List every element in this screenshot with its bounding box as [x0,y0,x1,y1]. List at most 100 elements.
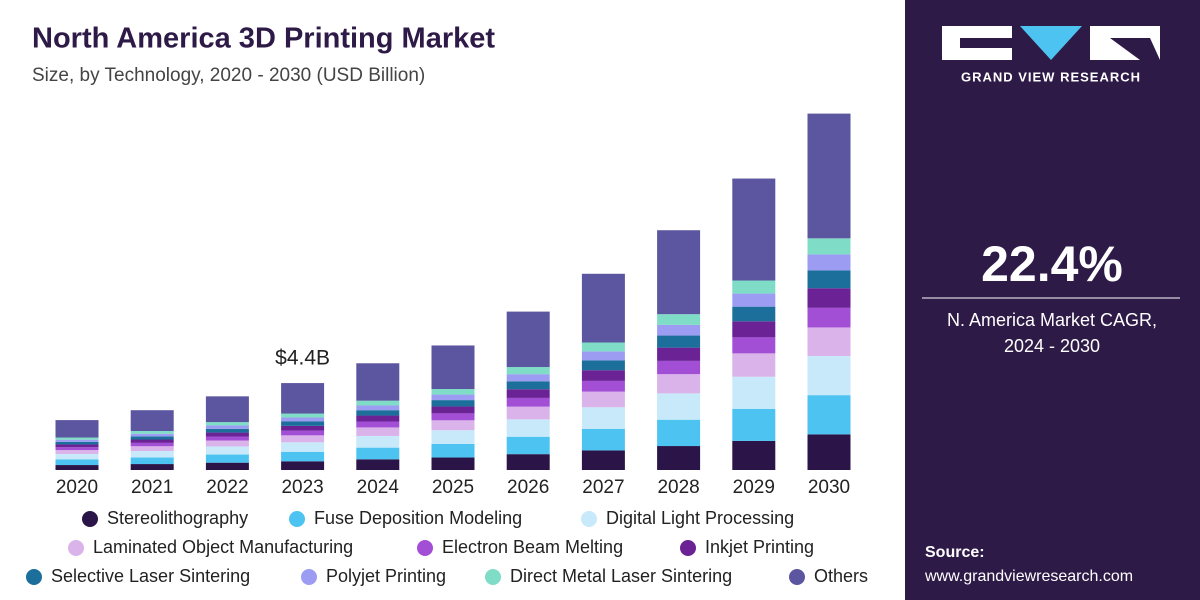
bar-segment [581,273,625,343]
source-url: www.grandviewresearch.com [924,568,1133,585]
bar-segment [732,293,776,307]
bar-segment [807,434,851,470]
legend-label: Electron Beam Melting [442,537,623,557]
legend-label: Laminated Object Manufacturing [93,537,353,557]
x-tick-label: 2026 [507,477,549,498]
cagr-value: 22.4% [981,236,1123,292]
logo-g-cut [960,38,1012,48]
bar-segment [807,113,851,239]
legend-label: Inkjet Printing [705,537,814,557]
bar-segment [205,428,249,433]
bar-segment [732,353,776,377]
chart-subtitle: Size, by Technology, 2020 - 2030 (USD Bi… [32,65,425,86]
bar-segment [581,342,625,352]
legend-marker [581,511,597,527]
legend-marker [82,511,98,527]
legend-marker [68,540,84,556]
bar-segment [581,450,625,470]
bar-segment [281,383,325,414]
bar-segment [356,427,400,436]
bar-segment [807,395,851,435]
bar-segment [55,453,99,460]
x-tick-label: 2024 [357,477,400,498]
bar-segment [581,407,625,429]
legend-marker [485,569,501,585]
legend-label: Direct Metal Laser Sintering [510,566,732,586]
x-tick-label: 2020 [56,477,98,498]
bar-segment [657,314,701,325]
bar-segment [281,442,325,452]
bar-segment [581,370,625,381]
bar-segment [732,408,776,441]
bar-segment [55,465,99,470]
x-tick-label: 2028 [657,477,699,498]
bar-segment [356,459,400,470]
bar-segment [506,436,550,455]
bar-segment [732,280,776,294]
chart-title: North America 3D Printing Market [32,23,495,55]
bar-segment [356,415,400,422]
x-tick-label: 2029 [733,477,775,498]
bar-segment [55,420,99,438]
bar-segment [205,454,249,463]
logo-r-cut [1110,38,1160,60]
bar-segment [807,270,851,289]
logo [942,26,1160,60]
bar-segment [130,439,174,443]
bar-segment [657,335,701,348]
bar-segment [205,440,249,447]
bar-segment [431,420,475,431]
bar-segment [506,406,550,420]
bar-segment [130,442,174,447]
x-tick-label: 2027 [582,477,624,498]
bar-segment [431,394,475,401]
bar-segment [205,436,249,441]
bar-segment [55,459,99,466]
legend-marker [289,511,305,527]
bar-segment [281,461,325,470]
bar-segment [506,311,550,368]
x-tick-label: 2023 [281,477,323,498]
bar-segment [130,446,174,451]
bar-segment [506,374,550,382]
bar-segment [281,451,325,462]
bar-segment [581,360,625,371]
bar-segment [205,462,249,470]
bar-segment [431,400,475,407]
bar-segment [657,374,701,394]
bar-segment [205,396,249,423]
bar-segment [431,406,475,414]
x-tick-label: 2030 [808,477,850,498]
legend-label: Selective Laser Sintering [51,566,250,586]
x-tick-label: 2022 [206,477,248,498]
bar-segment [581,428,625,451]
legend-label: Digital Light Processing [606,508,794,528]
bar-segment [130,450,174,458]
legend-marker [417,540,433,556]
bar-segment [356,410,400,416]
bar-segment [356,421,400,428]
legend-label: Stereolithography [107,508,248,528]
bar-segment [657,324,701,336]
bar-segment [281,417,325,422]
bar-segment [732,337,776,354]
bar-segment [55,437,99,440]
bar-segment [581,380,625,392]
bar-segment [130,433,174,437]
bar-segment [506,419,550,437]
bar-segment [657,446,701,470]
annotation: $4.4B [275,347,330,370]
logo-v [1020,26,1082,60]
bar-segment [356,400,400,406]
legend-label: Polyjet Printing [326,566,446,586]
bar-segment [581,391,625,408]
bar-segment [657,347,701,361]
bar-segment [807,355,851,396]
x-tick-label: 2025 [432,477,474,498]
bar-segment [205,446,249,455]
bar-segment [657,393,701,420]
bar-segment [807,288,851,308]
bar-segment [431,443,475,458]
bar-segment [356,447,400,460]
bar-segment [807,238,851,255]
